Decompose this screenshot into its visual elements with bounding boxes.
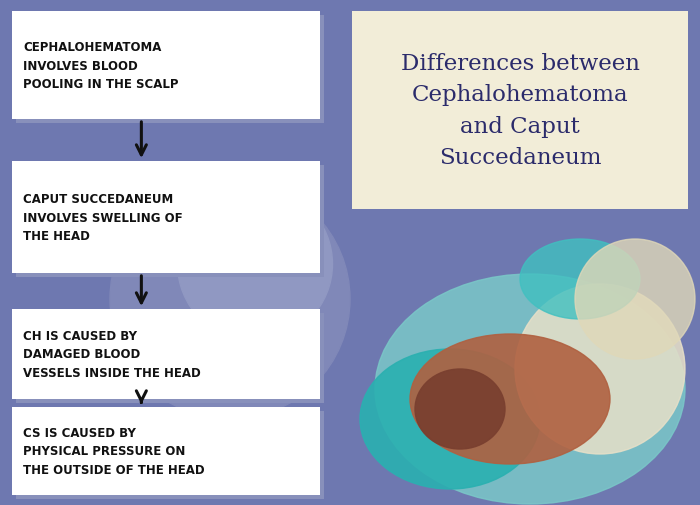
FancyBboxPatch shape <box>12 12 320 120</box>
Ellipse shape <box>110 180 350 419</box>
Text: CS IS CAUSED BY
PHYSICAL PRESSURE ON
THE OUTSIDE OF THE HEAD: CS IS CAUSED BY PHYSICAL PRESSURE ON THE… <box>23 426 204 476</box>
Ellipse shape <box>360 349 540 489</box>
Ellipse shape <box>375 274 685 504</box>
Ellipse shape <box>178 187 332 342</box>
Ellipse shape <box>410 334 610 464</box>
Text: Differences between
Cephalohematoma
and Caput
Succedaneum: Differences between Cephalohematoma and … <box>400 53 639 169</box>
FancyBboxPatch shape <box>12 310 320 399</box>
Ellipse shape <box>575 239 695 359</box>
FancyBboxPatch shape <box>16 411 324 499</box>
FancyBboxPatch shape <box>16 166 324 277</box>
FancyBboxPatch shape <box>12 407 320 495</box>
Ellipse shape <box>515 284 685 454</box>
Text: CAPUT SUCCEDANEUM
INVOLVES SWELLING OF
THE HEAD: CAPUT SUCCEDANEUM INVOLVES SWELLING OF T… <box>23 192 183 242</box>
FancyBboxPatch shape <box>352 12 688 210</box>
FancyBboxPatch shape <box>16 16 324 124</box>
Text: CEPHALOHEMATOMA
INVOLVES BLOOD
POOLING IN THE SCALP: CEPHALOHEMATOMA INVOLVES BLOOD POOLING I… <box>23 41 178 91</box>
Ellipse shape <box>415 369 505 449</box>
FancyBboxPatch shape <box>12 162 320 274</box>
Ellipse shape <box>520 239 640 319</box>
Text: CH IS CAUSED BY
DAMAGED BLOOD
VESSELS INSIDE THE HEAD: CH IS CAUSED BY DAMAGED BLOOD VESSELS IN… <box>23 329 201 379</box>
FancyBboxPatch shape <box>16 314 324 403</box>
